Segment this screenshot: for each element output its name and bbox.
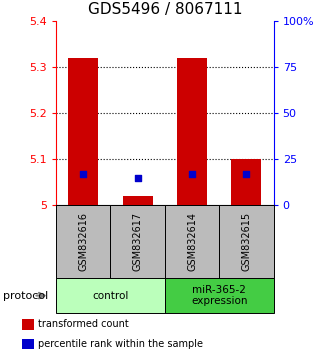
Bar <box>177 58 207 205</box>
Point <box>189 171 195 177</box>
Text: protocol: protocol <box>3 291 48 301</box>
Text: GSM832614: GSM832614 <box>187 212 197 271</box>
Bar <box>165 205 219 278</box>
Bar <box>219 205 274 278</box>
Bar <box>123 196 153 205</box>
Point <box>244 171 249 177</box>
Text: transformed count: transformed count <box>38 319 129 330</box>
Bar <box>68 58 98 205</box>
Bar <box>165 278 274 313</box>
Text: GSM832617: GSM832617 <box>132 212 143 271</box>
Bar <box>110 205 165 278</box>
Bar <box>56 205 110 278</box>
Bar <box>56 278 165 313</box>
Text: percentile rank within the sample: percentile rank within the sample <box>38 339 204 349</box>
Title: GDS5496 / 8067111: GDS5496 / 8067111 <box>88 2 242 17</box>
Bar <box>22 319 34 330</box>
Text: GSM832615: GSM832615 <box>241 212 252 271</box>
Text: miR-365-2
expression: miR-365-2 expression <box>191 285 247 307</box>
Bar <box>22 339 34 349</box>
Point <box>135 175 140 181</box>
Bar <box>231 159 261 205</box>
Point <box>81 171 86 177</box>
Text: control: control <box>92 291 129 301</box>
Text: GSM832616: GSM832616 <box>78 212 88 271</box>
